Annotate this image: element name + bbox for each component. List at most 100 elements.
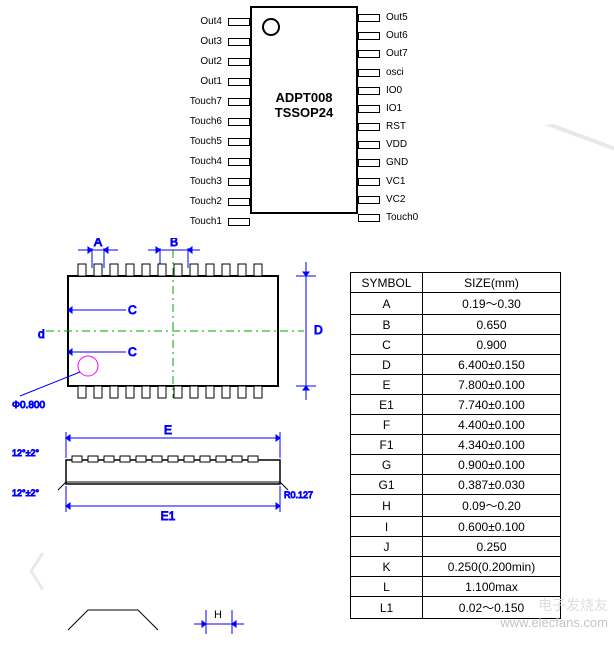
table-row: G10.387±0.030 (351, 475, 561, 495)
pins-right: Out5Out6Out7osciIO0IO1RSTVDDGNDVC1VC2Tou… (358, 6, 453, 214)
pin-lead (358, 14, 380, 22)
pin-label: RST (386, 121, 406, 132)
chip-name-2: TSSOP24 (252, 105, 356, 120)
pin-label: osci (386, 67, 404, 78)
cell-symbol: J (351, 537, 423, 557)
chip-body: ADPT008 TSSOP24 (250, 6, 358, 214)
pin-label: Touch3 (190, 176, 222, 187)
pin-label: VDD (386, 139, 407, 150)
cell-size: 1.100max (423, 577, 561, 597)
phi-label: Φ0.800 (12, 400, 45, 411)
pin: Touch3 (155, 178, 250, 186)
chip-text: ADPT008 TSSOP24 (252, 90, 356, 120)
cell-size: 0.250 (423, 537, 561, 557)
chip-name-1: ADPT008 (252, 90, 356, 105)
pin-lead (358, 50, 380, 58)
pin-label: Out5 (386, 12, 408, 23)
cell-symbol: E (351, 375, 423, 395)
dim-A: A (94, 238, 102, 249)
pin-lead (228, 178, 250, 186)
pin-lead (358, 178, 380, 186)
cell-size: 0.09～0.20 (423, 495, 561, 517)
table-row: G0.900±0.100 (351, 455, 561, 475)
mech-side-view: E E1 12°±2° 12°±2° R0.127 (12, 423, 313, 523)
pin: GND (358, 159, 453, 167)
cell-size: 0.650 (423, 315, 561, 335)
pin-label: VC1 (386, 176, 405, 187)
pin-lead (358, 159, 380, 167)
dim-E: E (164, 423, 172, 437)
mech-bottom-pins (78, 386, 262, 398)
pin-label: Out1 (200, 76, 222, 87)
pin-lead (358, 141, 380, 149)
mech-top-pins (78, 264, 262, 276)
pin: Out3 (155, 38, 250, 46)
cell-symbol: K (351, 557, 423, 577)
pin: RST (358, 123, 453, 131)
pin-lead (358, 123, 380, 131)
pin-lead (228, 18, 250, 26)
pin: Touch7 (155, 98, 250, 106)
mechanical-drawing: A B C C D d Φ0.800 (8, 238, 338, 638)
cell-symbol: H (351, 495, 423, 517)
dim-C2: C (128, 345, 137, 359)
pin-label: Out2 (200, 56, 222, 67)
pin1-notch (262, 18, 280, 36)
pin: Out1 (155, 78, 250, 86)
pin-label: VC2 (386, 194, 405, 205)
pin-label: Touch7 (190, 96, 222, 107)
pin-lead (228, 158, 250, 166)
angle-2: 12°±2° (12, 488, 40, 498)
cell-symbol: C (351, 335, 423, 355)
table-row: D6.400±0.150 (351, 355, 561, 375)
pin-label: Out4 (200, 16, 222, 27)
pins-left: Out4 Out3 Out2 Out1 Touch7 Touch6 Touch5 Touch4… (155, 6, 250, 214)
cell-symbol: G (351, 455, 423, 475)
mech-foot-fragment: H (68, 609, 244, 634)
table-row: F4.400±0.100 (351, 415, 561, 435)
pin-lead (358, 32, 380, 40)
cell-symbol: B (351, 315, 423, 335)
cell-symbol: L1 (351, 597, 423, 619)
cell-size: 4.400±0.100 (423, 415, 561, 435)
pin-label: Touch1 (190, 216, 222, 227)
pin-lead (358, 105, 380, 113)
table-row: F14.340±0.100 (351, 435, 561, 455)
dim-B: B (170, 238, 178, 249)
pin-label: GND (386, 157, 408, 168)
pin-label: Touch4 (190, 156, 222, 167)
cell-size: 0.900 (423, 335, 561, 355)
cell-symbol: I (351, 517, 423, 537)
pin-lead (228, 98, 250, 106)
table-row: I0.600±0.100 (351, 517, 561, 537)
pin-label: Touch5 (190, 136, 222, 147)
watermark-url: www.elecfans.com (428, 615, 608, 630)
table-row: E17.740±0.100 (351, 395, 561, 415)
pin: VC1 (358, 178, 453, 186)
cell-size: 7.800±0.100 (423, 375, 561, 395)
pin-label: Touch2 (190, 196, 222, 207)
pin: Touch5 (155, 138, 250, 146)
table-row: L1.100max (351, 577, 561, 597)
pin-lead (358, 214, 380, 222)
cell-symbol: E1 (351, 395, 423, 415)
pin: Out7 (358, 50, 453, 58)
th-symbol: SYMBOL (351, 273, 423, 293)
pin-lead (228, 118, 250, 126)
pin: Out4 (155, 18, 250, 26)
rtol: R0.127 (284, 490, 313, 500)
pin: IO0 (358, 87, 453, 95)
table-row: A0.19～0.30 (351, 293, 561, 315)
pin: Out5 (358, 14, 453, 22)
pin: Out2 (155, 58, 250, 66)
pin: Touch0 (358, 214, 453, 222)
pin-lead (358, 196, 380, 204)
dim-H: H (214, 609, 222, 621)
cell-symbol: D (351, 355, 423, 375)
dim-d: d (38, 327, 45, 341)
cell-size: 0.600±0.100 (423, 517, 561, 537)
pin-label: Touch6 (190, 116, 222, 127)
cell-size: 4.340±0.100 (423, 435, 561, 455)
dim-D: D (314, 323, 323, 337)
pin-label: IO0 (386, 85, 402, 96)
